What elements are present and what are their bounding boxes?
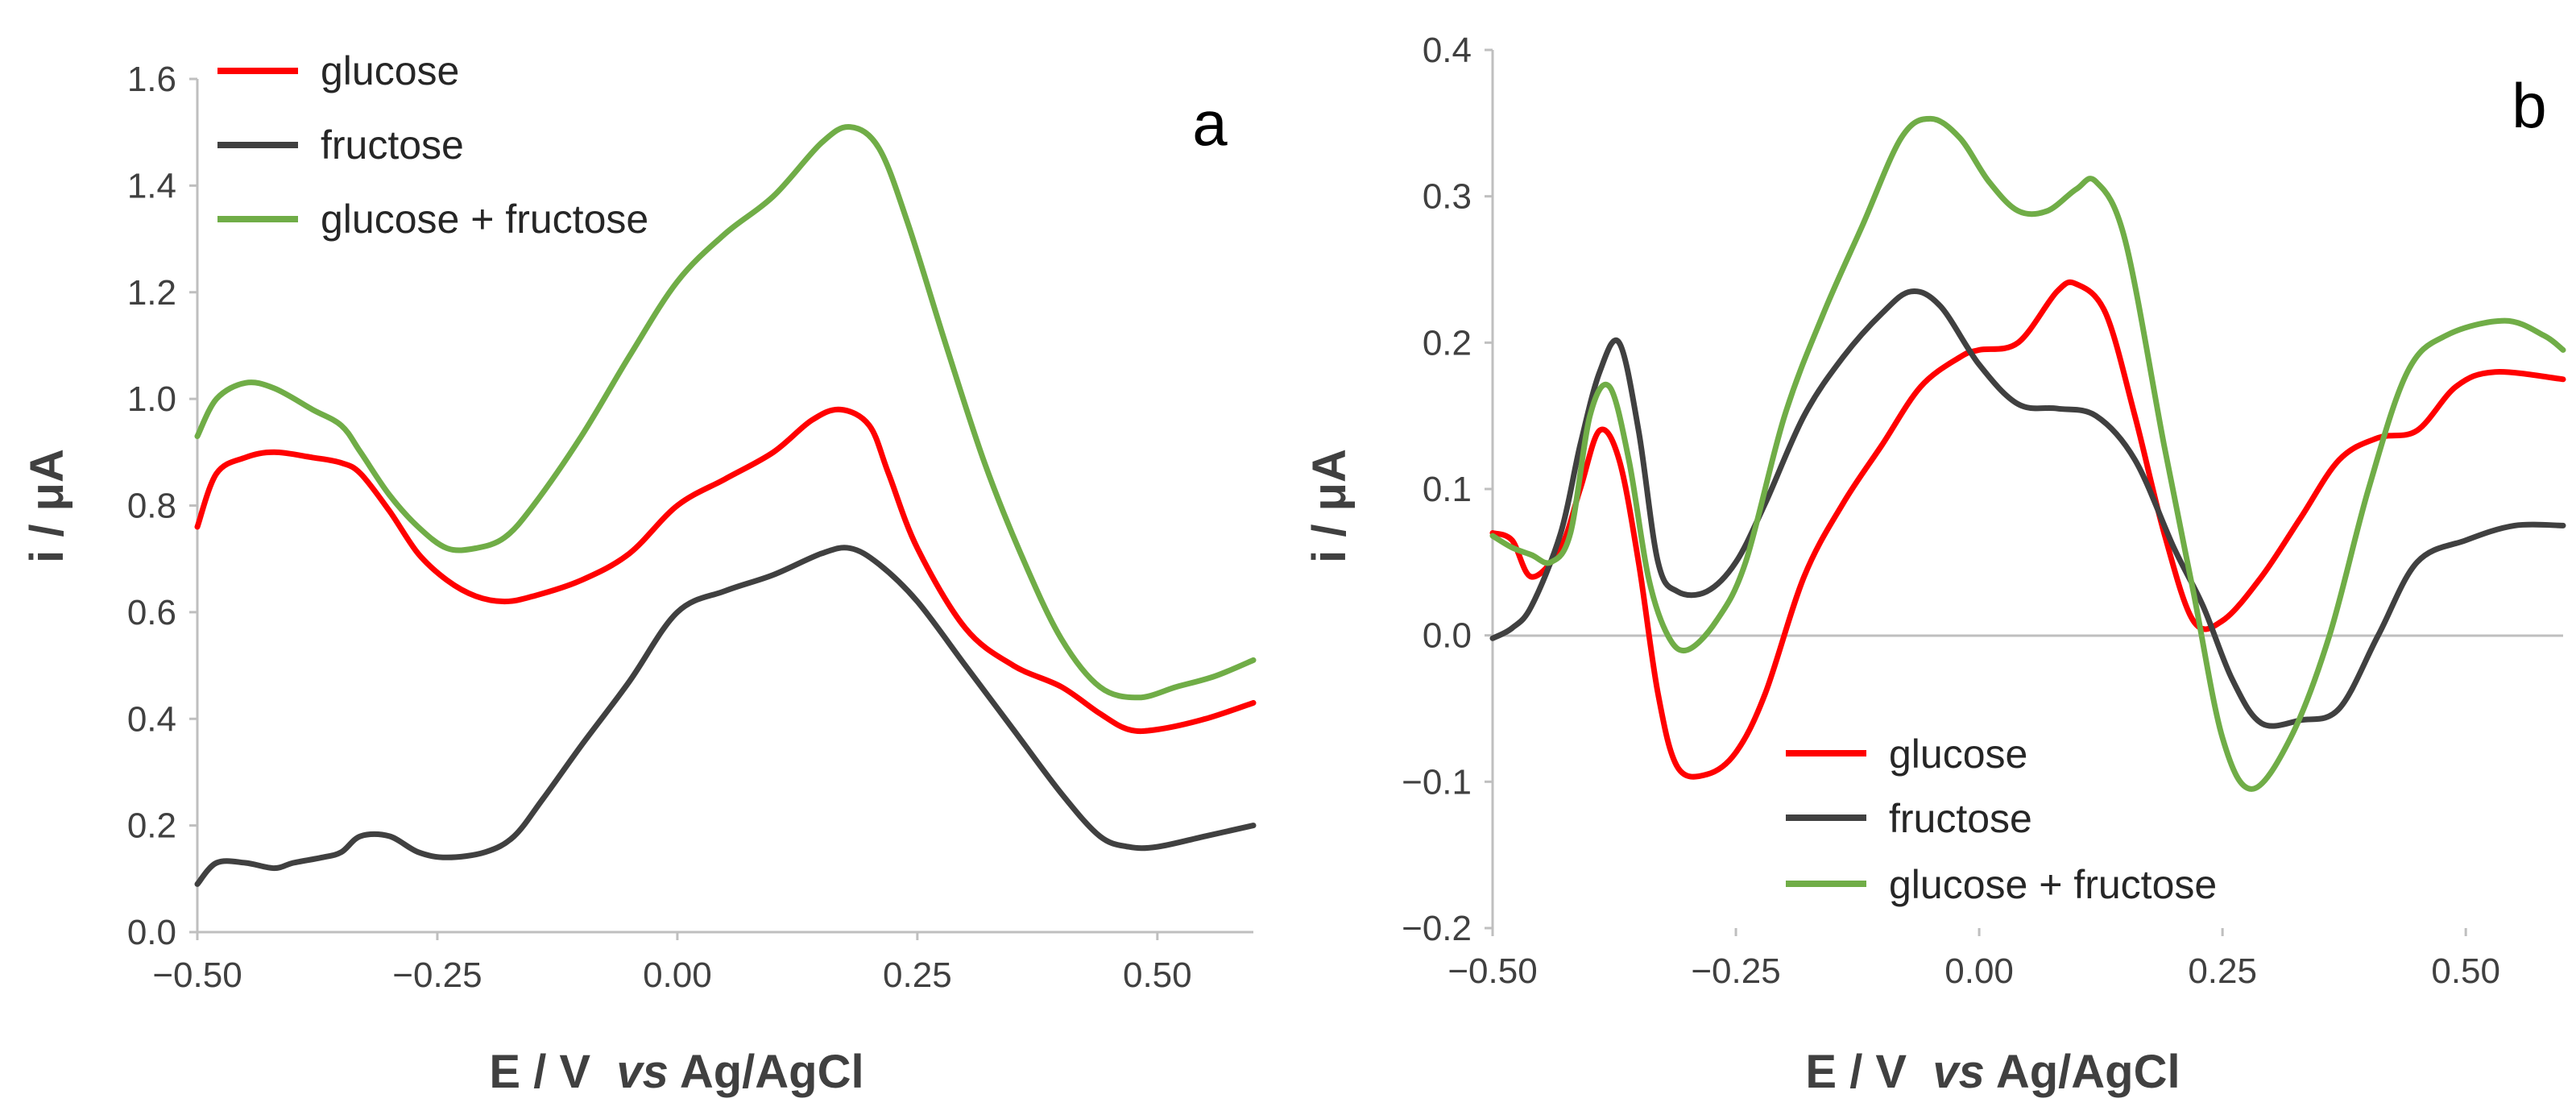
x-tick-labels: −0.50 −0.25 0.00 0.25 0.50 — [1447, 928, 2500, 991]
y-tick-label: 0.1 — [1423, 470, 1472, 509]
y-tick-labels: −0.2 −0.1 0.0 0.1 0.2 0.3 0.4 — [1402, 31, 1493, 948]
chart-panel-a: 0.0 0.2 0.4 0.6 0.8 1.0 1.2 1.4 1.6 −0.50 −0.25 0.… — [21, 48, 1257, 1098]
legend-label-glucose: glucose — [1889, 732, 2027, 777]
y-tick-label: −0.2 — [1402, 909, 1472, 948]
x-tick-label: −0.50 — [152, 955, 242, 995]
legend-label-glucose-fructose: glucose + fructose — [1889, 862, 2217, 907]
series-lines — [1489, 115, 2566, 792]
x-tick-label: 0.50 — [1123, 955, 1192, 995]
x-axis-title-pre: E / V — [1805, 1046, 1932, 1098]
x-tick-labels: −0.50 −0.25 0.00 0.25 0.50 — [152, 932, 1192, 995]
x-tick-label: −0.25 — [392, 955, 482, 995]
x-axis-title-pre: E / V — [489, 1046, 616, 1098]
x-tick-label: −0.50 — [1447, 951, 1537, 991]
x-tick-label: −0.25 — [1691, 951, 1780, 991]
legend: glucose fructose glucose + fructose — [1786, 732, 2217, 907]
legend-label-fructose: fructose — [321, 122, 464, 168]
legend: glucose fructose glucose + fructose — [217, 48, 648, 242]
series-line-glucose — [1489, 279, 2566, 780]
y-tick-label: 0.3 — [1423, 177, 1472, 217]
y-tick-label: 1.6 — [127, 60, 176, 99]
y-tick-label: 0.6 — [127, 593, 176, 632]
panel-label-a: a — [1192, 88, 1228, 159]
y-tick-label: 0.2 — [1423, 323, 1472, 363]
y-tick-label: 1.4 — [127, 166, 176, 205]
y-axis-title: i / μA — [1303, 449, 1356, 563]
y-tick-label: 0.8 — [127, 487, 176, 526]
legend-label-glucose: glucose — [321, 48, 459, 93]
y-tick-label: 0.4 — [127, 699, 176, 739]
x-axis-title-vs: vs — [616, 1046, 669, 1098]
y-tick-label: 0.0 — [1423, 616, 1472, 656]
y-tick-label: 0.0 — [127, 913, 176, 952]
series-lines — [194, 124, 1257, 887]
series-line-glucose — [194, 406, 1257, 735]
x-tick-label: 0.25 — [883, 955, 952, 995]
x-axis-title: E / V vs Ag/AgCl — [489, 1046, 863, 1098]
x-axis-title-post: Ag/AgCl — [1985, 1046, 2180, 1098]
y-tick-label: −0.1 — [1402, 762, 1472, 802]
y-tick-label: 0.4 — [1423, 31, 1472, 70]
series-line-glucose-fructose — [194, 124, 1257, 701]
panel-label-b: b — [2512, 70, 2546, 141]
series-line-fructose — [194, 545, 1257, 887]
x-axis-title: E / V vs Ag/AgCl — [1805, 1046, 2180, 1098]
x-axis-title-vs: vs — [1932, 1046, 1985, 1098]
y-tick-label: 1.0 — [127, 379, 176, 419]
x-tick-label: 0.50 — [2431, 951, 2500, 991]
y-axis-title: i / μA — [21, 449, 73, 563]
y-tick-labels: 0.0 0.2 0.4 0.6 0.8 1.0 1.2 1.4 1.6 — [127, 60, 197, 952]
y-tick-label: 1.2 — [127, 273, 176, 313]
series-line-fructose — [1489, 288, 2566, 729]
series-line-glucose-fructose — [1489, 115, 2566, 792]
chart-panel-b: −0.2 −0.1 0.0 0.1 0.2 0.3 0.4 −0.50 −0.25 0.00 0.… — [1303, 31, 2566, 1098]
legend-label-fructose: fructose — [1889, 796, 2032, 841]
x-axis-title-post: Ag/AgCl — [669, 1046, 864, 1098]
x-tick-label: 0.25 — [2188, 951, 2257, 991]
y-tick-label: 0.2 — [127, 806, 176, 846]
x-tick-label: 0.00 — [643, 955, 712, 995]
x-tick-label: 0.00 — [1944, 951, 2014, 991]
legend-label-glucose-fructose: glucose + fructose — [321, 197, 648, 242]
